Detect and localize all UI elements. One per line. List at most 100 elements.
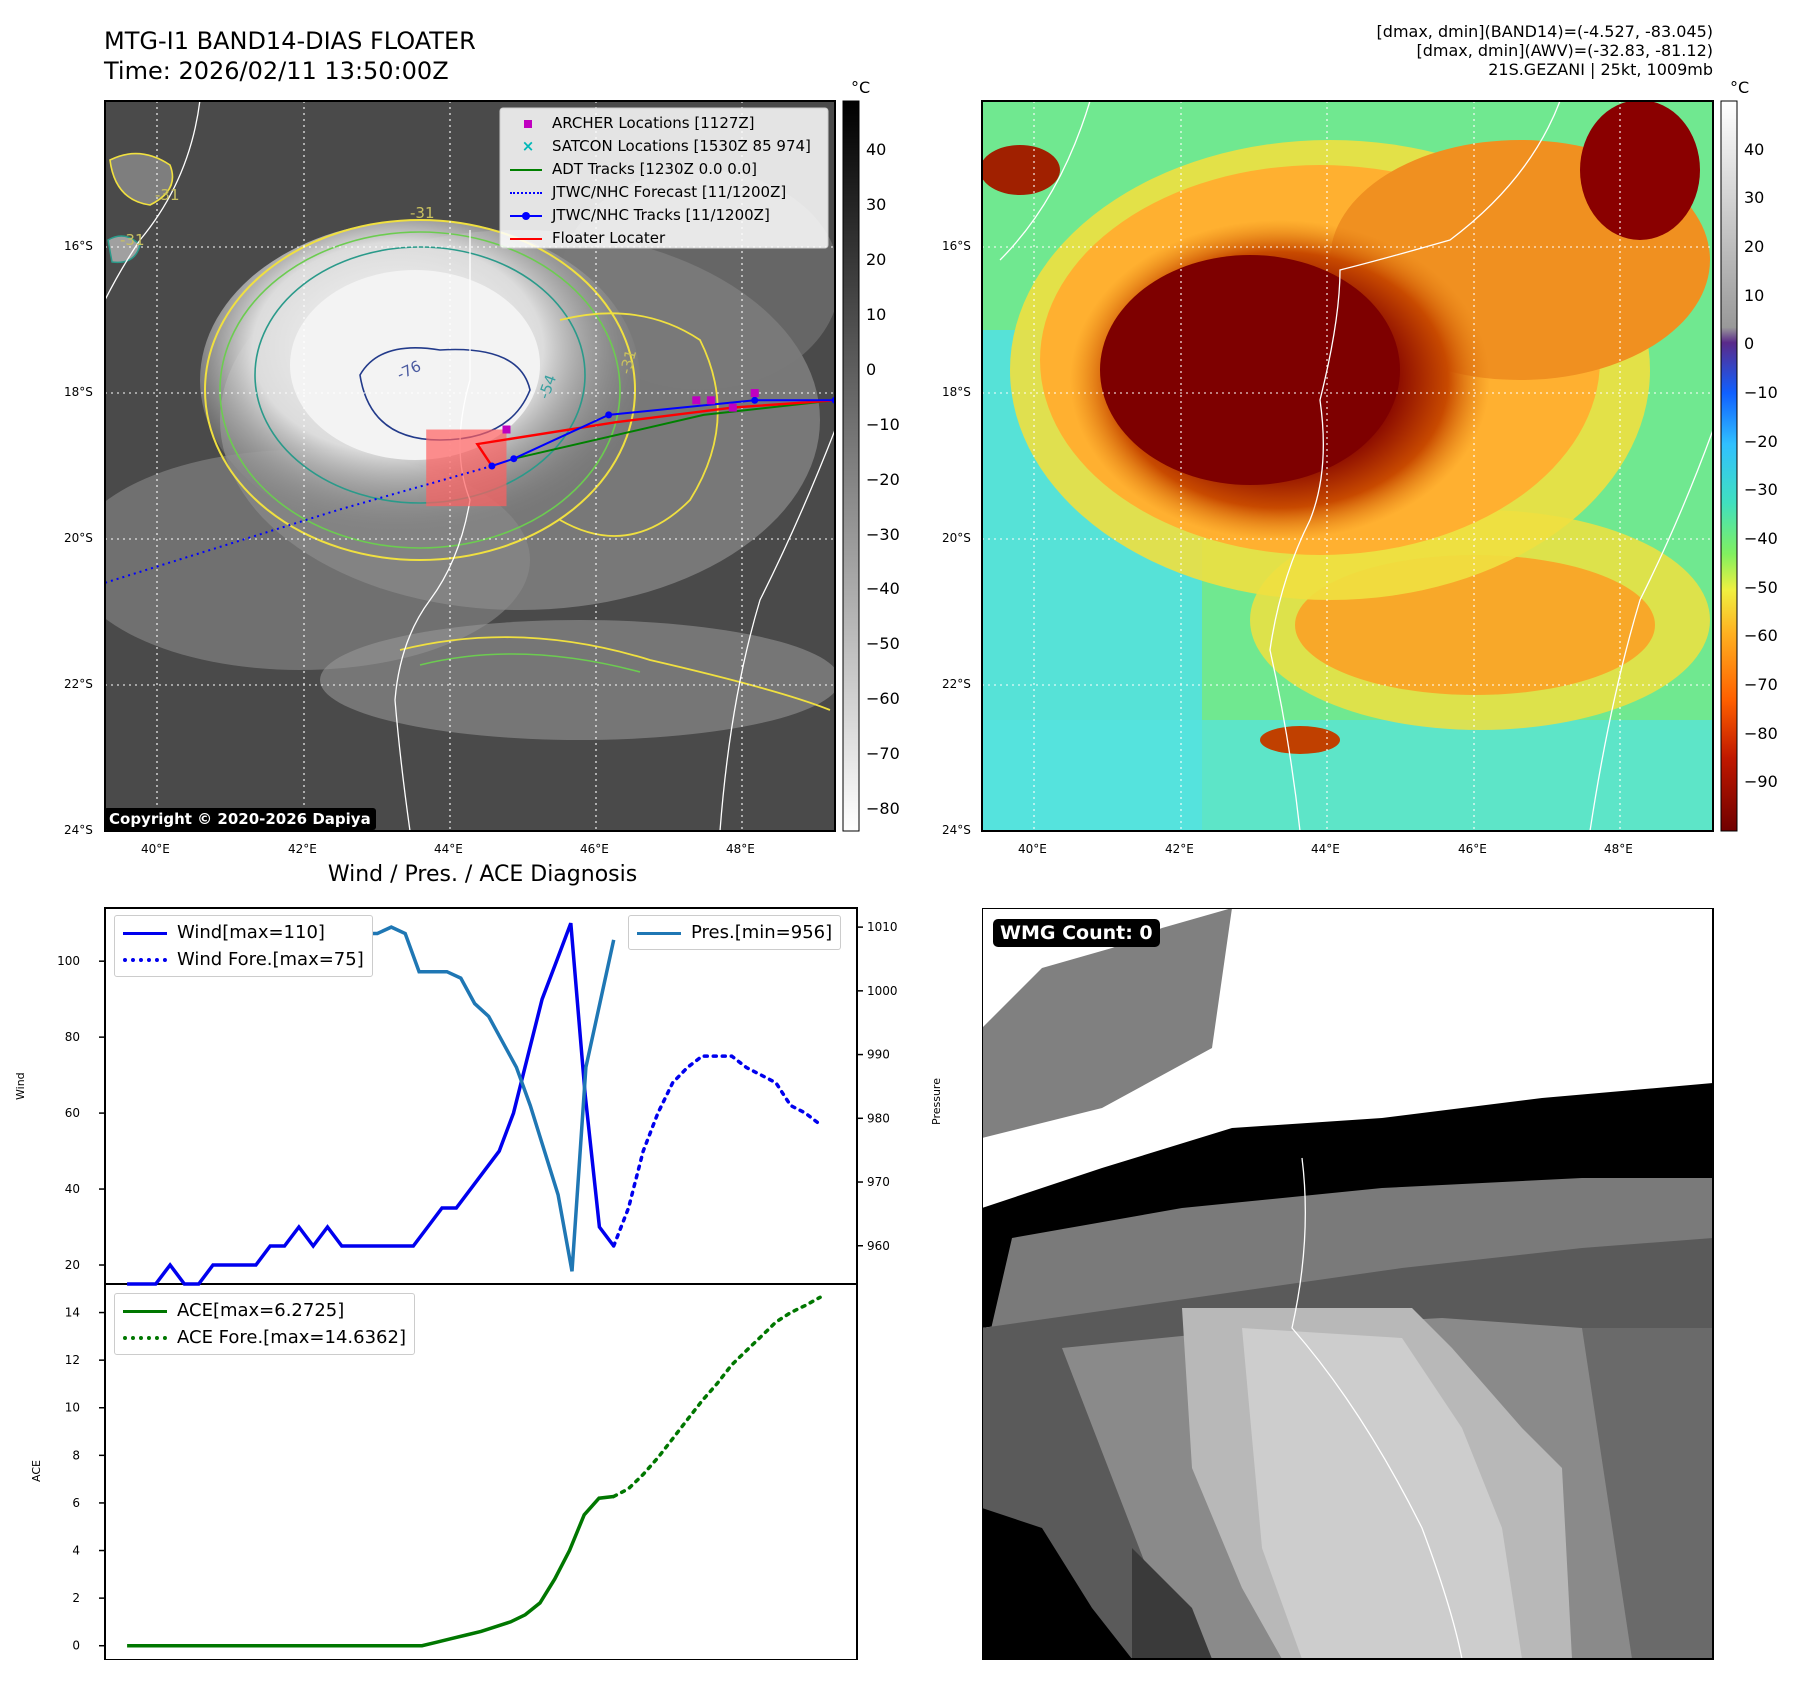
legend-entry: Floater Locater xyxy=(510,227,828,250)
archer-point xyxy=(750,389,759,397)
wind-tick-label: 100 xyxy=(57,954,80,968)
lon-tick-label: 46°E xyxy=(1458,842,1487,856)
pressure-tick-label: 970 xyxy=(867,1175,890,1189)
wind-tick-label: 40 xyxy=(65,1182,80,1196)
legend-entry: JTWC/NHC Forecast [11/1200Z] xyxy=(510,181,828,204)
contour-label: -31 xyxy=(616,348,640,376)
ace-tick-label: 14 xyxy=(65,1306,80,1320)
series-line-0 xyxy=(127,922,616,1286)
legend-entry: × SATCON Locations [1530Z 85 974] xyxy=(521,137,811,155)
lon-tick-label: 48°E xyxy=(1604,842,1633,856)
colorbar-tick-label: −30 xyxy=(866,524,900,544)
colorbar-tick-label: 40 xyxy=(866,140,887,160)
colorbar-tick-label: −60 xyxy=(866,689,900,709)
ace-frame xyxy=(104,1283,858,1660)
colorbar-tick-label: −80 xyxy=(866,799,900,819)
colorbar-tick-label: 0 xyxy=(1744,334,1755,354)
wind-legend-entry: Wind[max=110] xyxy=(123,919,364,946)
colorbar-tick-label: −30 xyxy=(1744,480,1778,500)
colorbar-tick-label: −70 xyxy=(866,744,900,764)
pressure-legend: Pres.[min=956] xyxy=(628,915,842,950)
colorbar-tick-label: −60 xyxy=(1744,626,1778,646)
ace-tick-label: 8 xyxy=(72,1448,80,1462)
pressure-tick-label: 1010 xyxy=(867,920,898,934)
pressure-axis-label: Pressure xyxy=(930,1078,943,1125)
colorbar-tick-label: 0 xyxy=(866,359,877,379)
colorbar-tick-label: 30 xyxy=(866,195,887,215)
lon-tick-label: 46°E xyxy=(580,842,609,856)
lat-tick-label: 20°S xyxy=(942,531,971,545)
wmg-count-badge: WMG Count: 0 xyxy=(993,919,1160,947)
track-legend-entries: ARCHER Locations [1127Z] × SATCON Location… xyxy=(510,112,828,250)
wind-tick-label: 80 xyxy=(65,1030,80,1044)
awv-colorbar xyxy=(1720,100,1738,832)
series-line-1 xyxy=(611,1054,822,1248)
ace-tick-label: 6 xyxy=(72,1496,80,1510)
lon-tick-label: 44°E xyxy=(1311,842,1340,856)
ace-tick-label: 0 xyxy=(72,1639,80,1653)
pressure-tick-label: 1000 xyxy=(867,984,898,998)
stats-line-1: [dmax, dmin](BAND14)=(-4.527, -83.045) xyxy=(1376,22,1713,41)
ace-tick-label: 2 xyxy=(72,1591,80,1605)
colorbar-tick-label: −20 xyxy=(866,469,900,489)
colorbar-tick-label: −50 xyxy=(1744,577,1778,597)
lon-tick-label: 40°E xyxy=(141,842,170,856)
ace-tick-label: 12 xyxy=(65,1353,80,1367)
pressure-tick-label: 990 xyxy=(867,1048,890,1062)
ir-map-panel: -31 -54 -76 -31 -31 -31 xyxy=(104,100,1738,832)
lon-tick-label: 42°E xyxy=(1165,842,1194,856)
pressure-tick-label: 980 xyxy=(867,1111,890,1125)
lon-tick-label: 40°E xyxy=(1018,842,1047,856)
stats-line-3: 21S.GEZANI | 25kt, 1009mb xyxy=(1488,60,1713,79)
lat-tick-label: 24°S xyxy=(64,823,93,837)
lat-tick-label: 18°S xyxy=(942,385,971,399)
adt-track xyxy=(513,399,835,460)
lon-tick-label: 42°E xyxy=(288,842,317,856)
lat-tick-label: 16°S xyxy=(942,239,971,253)
pressure-tick-label: 960 xyxy=(867,1239,890,1253)
colorbar-tick-label: 10 xyxy=(1744,285,1765,305)
ace-forecast-legend-entry: ACE Fore.[max=14.6362] xyxy=(123,1324,406,1351)
colorbar-tick-label: 20 xyxy=(1744,237,1765,256)
legend-entry: ARCHER Locations [1127Z] xyxy=(510,112,828,135)
contour-label: -31 xyxy=(155,186,180,204)
colorbar-tick-label: −10 xyxy=(866,414,900,434)
figure-title: MTG-I1 BAND14-DIAS FLOATER Time: 2026/02… xyxy=(104,26,476,86)
ace-tick-label: 10 xyxy=(65,1401,80,1415)
floater-track xyxy=(475,399,835,467)
ir-imagery: -31 -54 -76 -31 -31 -31 xyxy=(105,101,835,831)
lat-tick-label: 24°S xyxy=(942,823,971,837)
track-legend xyxy=(499,107,829,249)
ace-legend: ACE[max=6.2725] ACE Fore.[max=14.6362] xyxy=(114,1293,415,1355)
ace-tick-label: 4 xyxy=(72,1544,80,1558)
jtwc-track-point xyxy=(751,396,759,404)
awv-map-frame xyxy=(981,100,1714,832)
jtwc-track-point xyxy=(488,462,496,470)
copyright-label: Copyright © 2020-2026 Dapiya xyxy=(104,808,376,830)
jtwc-track-point xyxy=(605,411,613,419)
ace-series-line-1 xyxy=(611,1295,822,1499)
ir-map-frame xyxy=(104,100,836,832)
contour-label: -31 xyxy=(120,231,145,249)
colorbar-tick-label: 20 xyxy=(866,250,887,270)
colorbar-tick-label: −40 xyxy=(866,579,900,599)
title-line-2: Time: 2026/02/11 13:50:00Z xyxy=(104,57,449,85)
wind-tick-label: 60 xyxy=(65,1106,80,1120)
awv-colorbar-unit: °C xyxy=(1730,78,1750,97)
wind-legend: Wind[max=110] Wind Fore.[max=75] xyxy=(114,915,373,977)
colorbar-tick-label: −50 xyxy=(866,634,900,654)
contour-label: -31 xyxy=(410,204,435,222)
archer-point xyxy=(728,403,737,412)
wmg-panel xyxy=(982,908,1714,1660)
colorbar-tick-label: −10 xyxy=(1744,383,1778,402)
lon-tick-label: 44°E xyxy=(434,842,463,856)
lat-tick-label: 18°S xyxy=(64,385,93,399)
legend-entry: ADT Tracks [1230Z 0.0 0.0] xyxy=(510,158,828,181)
colorbar-tick-label: 30 xyxy=(1744,188,1765,208)
wind-tick-label: 20 xyxy=(65,1258,80,1272)
lat-tick-label: 22°S xyxy=(942,677,971,691)
colorbar-tick-label: −70 xyxy=(1744,675,1778,694)
wind-axis-label: Wind xyxy=(14,1072,27,1100)
colorbar-tick-label: −20 xyxy=(1744,431,1778,451)
archer-point xyxy=(706,396,715,405)
